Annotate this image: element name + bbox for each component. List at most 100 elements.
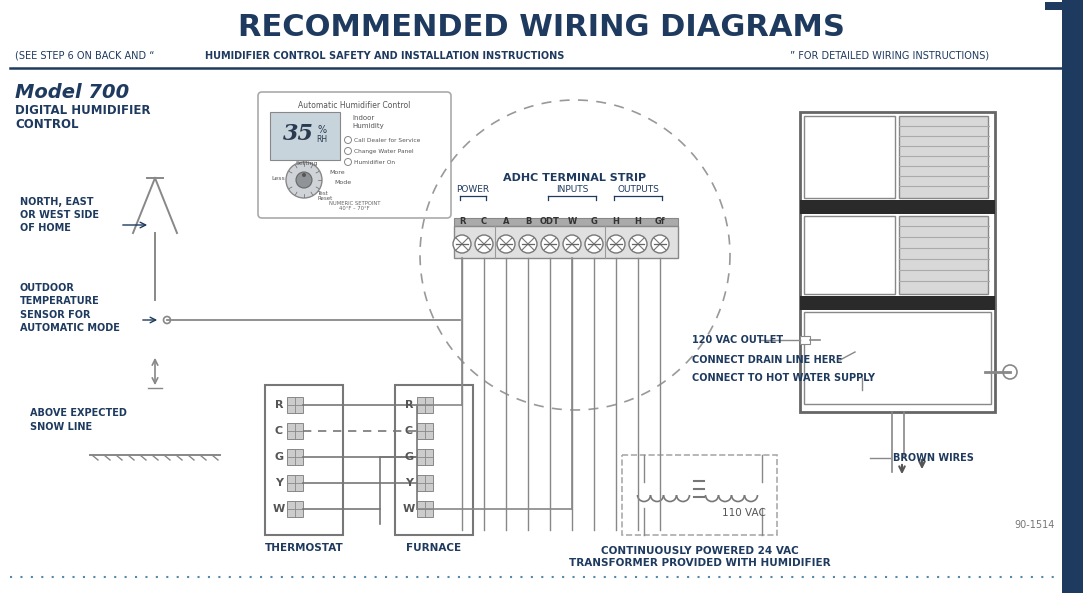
Circle shape — [475, 235, 493, 253]
Text: Humidifier On: Humidifier On — [354, 160, 395, 164]
Bar — [804, 116, 895, 198]
Bar — [804, 312, 991, 404]
Text: B: B — [525, 216, 531, 225]
Bar — [287, 501, 303, 517]
Bar — [622, 455, 777, 535]
Text: R: R — [275, 400, 284, 410]
Text: Gf: Gf — [655, 216, 665, 225]
Text: OUTDOOR
TEMPERATURE
SENSOR FOR
AUTOMATIC MODE: OUTDOOR TEMPERATURE SENSOR FOR AUTOMATIC… — [19, 283, 120, 333]
Text: %: % — [317, 125, 327, 135]
Circle shape — [1003, 365, 1017, 379]
Text: ADHC TERMINAL STRIP: ADHC TERMINAL STRIP — [504, 173, 647, 183]
Bar — [395, 385, 473, 535]
Bar — [800, 296, 995, 310]
Text: BROWN WIRES: BROWN WIRES — [893, 453, 974, 463]
Bar — [417, 501, 433, 517]
Bar — [417, 397, 433, 413]
Text: Indoor: Indoor — [352, 115, 375, 121]
Bar — [265, 385, 343, 535]
Circle shape — [519, 235, 537, 253]
Text: Test
Reset: Test Reset — [317, 190, 332, 202]
Bar — [417, 449, 433, 465]
Bar — [1045, 2, 1062, 10]
Text: CONNECT TO HOT WATER SUPPLY: CONNECT TO HOT WATER SUPPLY — [692, 373, 875, 383]
Text: ABOVE EXPECTED
SNOW LINE: ABOVE EXPECTED SNOW LINE — [30, 409, 127, 432]
Text: Less: Less — [271, 176, 285, 180]
Bar — [287, 397, 303, 413]
Text: W: W — [273, 504, 285, 514]
Text: R: R — [405, 400, 414, 410]
Circle shape — [563, 235, 580, 253]
Text: Call Dealer for Service: Call Dealer for Service — [354, 138, 420, 142]
Bar — [454, 218, 678, 226]
Text: Y: Y — [405, 478, 413, 488]
Circle shape — [286, 162, 322, 198]
Text: TRANSFORMER PROVIDED WITH HUMIDIFIER: TRANSFORMER PROVIDED WITH HUMIDIFIER — [569, 558, 831, 568]
Text: R: R — [459, 216, 466, 225]
Text: POWER: POWER — [456, 186, 490, 195]
Text: OUTPUTS: OUTPUTS — [617, 186, 658, 195]
Text: NUMERIC SETPOINT
40°F – 70°F: NUMERIC SETPOINT 40°F – 70°F — [329, 200, 380, 211]
Bar — [899, 216, 988, 294]
Bar — [287, 475, 303, 491]
Text: 90-1514: 90-1514 — [1015, 520, 1055, 530]
Bar — [287, 423, 303, 439]
Text: INPUTS: INPUTS — [556, 186, 588, 195]
Bar — [800, 200, 995, 214]
Bar — [800, 336, 810, 344]
Bar — [270, 112, 340, 160]
FancyBboxPatch shape — [258, 92, 451, 218]
Text: 120 VAC OUTLET: 120 VAC OUTLET — [692, 335, 783, 345]
Text: RECOMMENDED WIRING DIAGRAMS: RECOMMENDED WIRING DIAGRAMS — [237, 14, 845, 43]
Text: G: G — [404, 452, 414, 462]
Text: A: A — [503, 216, 509, 225]
Bar — [417, 475, 433, 491]
Text: (SEE STEP 6 ON BACK AND “: (SEE STEP 6 ON BACK AND “ — [15, 51, 155, 61]
Circle shape — [651, 235, 669, 253]
Text: 35: 35 — [283, 123, 313, 145]
Bar — [417, 423, 433, 439]
Bar — [287, 449, 303, 465]
Text: NORTH, EAST
OR WEST SIDE
OF HOME: NORTH, EAST OR WEST SIDE OF HOME — [19, 197, 99, 233]
Text: Humidity: Humidity — [352, 123, 383, 129]
Text: ODT: ODT — [540, 216, 560, 225]
Bar — [454, 226, 678, 258]
Text: W: W — [403, 504, 415, 514]
Text: C: C — [275, 426, 283, 436]
Bar — [800, 112, 995, 412]
Bar — [899, 116, 988, 198]
Circle shape — [344, 148, 352, 155]
Text: Change Water Panel: Change Water Panel — [354, 148, 414, 154]
Bar — [804, 216, 895, 294]
Circle shape — [344, 136, 352, 144]
Text: Model 700: Model 700 — [15, 82, 129, 101]
Text: More: More — [329, 171, 344, 176]
Text: Mode: Mode — [334, 180, 351, 186]
Text: RH: RH — [316, 135, 327, 145]
Circle shape — [164, 317, 170, 324]
Text: G: G — [274, 452, 284, 462]
Circle shape — [542, 235, 559, 253]
Text: G: G — [590, 216, 598, 225]
Text: Setting: Setting — [296, 161, 318, 167]
Text: ” FOR DETAILED WIRING INSTRUCTIONS): ” FOR DETAILED WIRING INSTRUCTIONS) — [790, 51, 989, 61]
Text: C: C — [481, 216, 487, 225]
Circle shape — [453, 235, 471, 253]
Text: CONTINUOUSLY POWERED 24 VAC: CONTINUOUSLY POWERED 24 VAC — [601, 546, 798, 556]
Bar — [1062, 0, 1083, 593]
Text: Y: Y — [275, 478, 283, 488]
Text: Automatic Humidifier Control: Automatic Humidifier Control — [298, 100, 410, 110]
Text: H: H — [613, 216, 619, 225]
Text: DIGITAL HUMIDIFIER: DIGITAL HUMIDIFIER — [15, 104, 151, 116]
Text: C: C — [405, 426, 413, 436]
Text: W: W — [567, 216, 576, 225]
Circle shape — [606, 235, 625, 253]
Text: H: H — [635, 216, 641, 225]
Text: THERMOSTAT: THERMOSTAT — [264, 543, 343, 553]
Circle shape — [629, 235, 647, 253]
Circle shape — [296, 172, 312, 188]
Text: HUMIDIFIER CONTROL SAFETY AND INSTALLATION INSTRUCTIONS: HUMIDIFIER CONTROL SAFETY AND INSTALLATI… — [205, 51, 564, 61]
Text: 110 VAC: 110 VAC — [722, 508, 766, 518]
Text: CONNECT DRAIN LINE HERE: CONNECT DRAIN LINE HERE — [692, 355, 843, 365]
Circle shape — [302, 173, 306, 177]
